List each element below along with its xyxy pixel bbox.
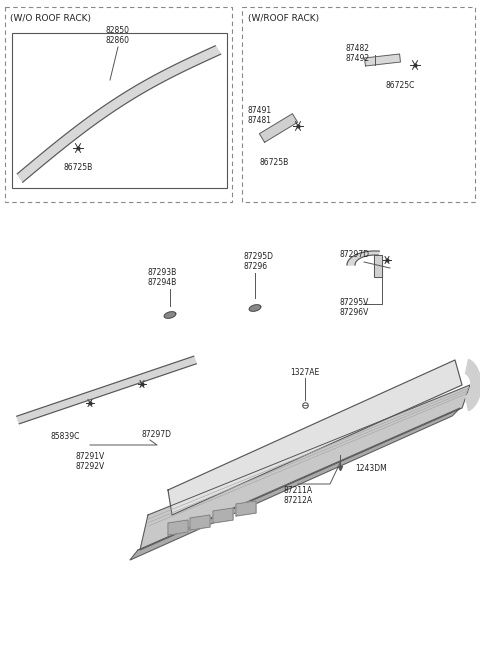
Text: 86725C: 86725C bbox=[385, 81, 415, 90]
Polygon shape bbox=[236, 501, 256, 516]
Polygon shape bbox=[17, 46, 221, 182]
Text: 87297D: 87297D bbox=[142, 430, 172, 439]
Text: (W/ROOF RACK): (W/ROOF RACK) bbox=[248, 14, 319, 23]
Text: 87212A: 87212A bbox=[283, 496, 312, 505]
Text: 82850: 82850 bbox=[106, 26, 130, 35]
Polygon shape bbox=[140, 385, 470, 550]
Text: 87296: 87296 bbox=[243, 262, 267, 271]
Text: 87491: 87491 bbox=[248, 106, 272, 115]
Polygon shape bbox=[213, 508, 233, 523]
Text: 87297D: 87297D bbox=[340, 250, 370, 259]
Polygon shape bbox=[466, 360, 480, 411]
Text: (W/O ROOF RACK): (W/O ROOF RACK) bbox=[10, 14, 91, 23]
Polygon shape bbox=[374, 255, 382, 277]
Bar bbox=[12, 33, 227, 188]
Text: 87482: 87482 bbox=[346, 44, 370, 53]
Polygon shape bbox=[249, 305, 261, 311]
Polygon shape bbox=[130, 408, 460, 560]
Text: 87492: 87492 bbox=[346, 54, 370, 63]
Text: 87481: 87481 bbox=[248, 116, 272, 125]
Polygon shape bbox=[17, 356, 196, 424]
Bar bbox=[5, 7, 232, 202]
Text: 86725B: 86725B bbox=[63, 163, 93, 172]
Text: 1327AE: 1327AE bbox=[290, 368, 320, 377]
Text: 87295D: 87295D bbox=[243, 252, 273, 261]
Polygon shape bbox=[364, 54, 400, 66]
Text: 87294B: 87294B bbox=[148, 278, 177, 287]
Text: 87292V: 87292V bbox=[75, 462, 105, 471]
Text: 82860: 82860 bbox=[106, 36, 130, 45]
Polygon shape bbox=[164, 312, 176, 318]
Polygon shape bbox=[259, 114, 298, 142]
Text: 1243DM: 1243DM bbox=[355, 464, 387, 473]
Polygon shape bbox=[168, 520, 188, 535]
Text: 86725B: 86725B bbox=[260, 158, 289, 167]
Polygon shape bbox=[190, 515, 210, 530]
Text: 87291V: 87291V bbox=[75, 452, 105, 461]
Text: 87293B: 87293B bbox=[148, 268, 177, 277]
Text: 87211A: 87211A bbox=[283, 486, 312, 495]
Text: 87296V: 87296V bbox=[340, 308, 370, 317]
Text: 87295V: 87295V bbox=[340, 298, 370, 307]
Polygon shape bbox=[347, 251, 379, 265]
Polygon shape bbox=[168, 360, 462, 515]
Bar bbox=[242, 7, 475, 202]
Text: 85839C: 85839C bbox=[50, 432, 80, 441]
